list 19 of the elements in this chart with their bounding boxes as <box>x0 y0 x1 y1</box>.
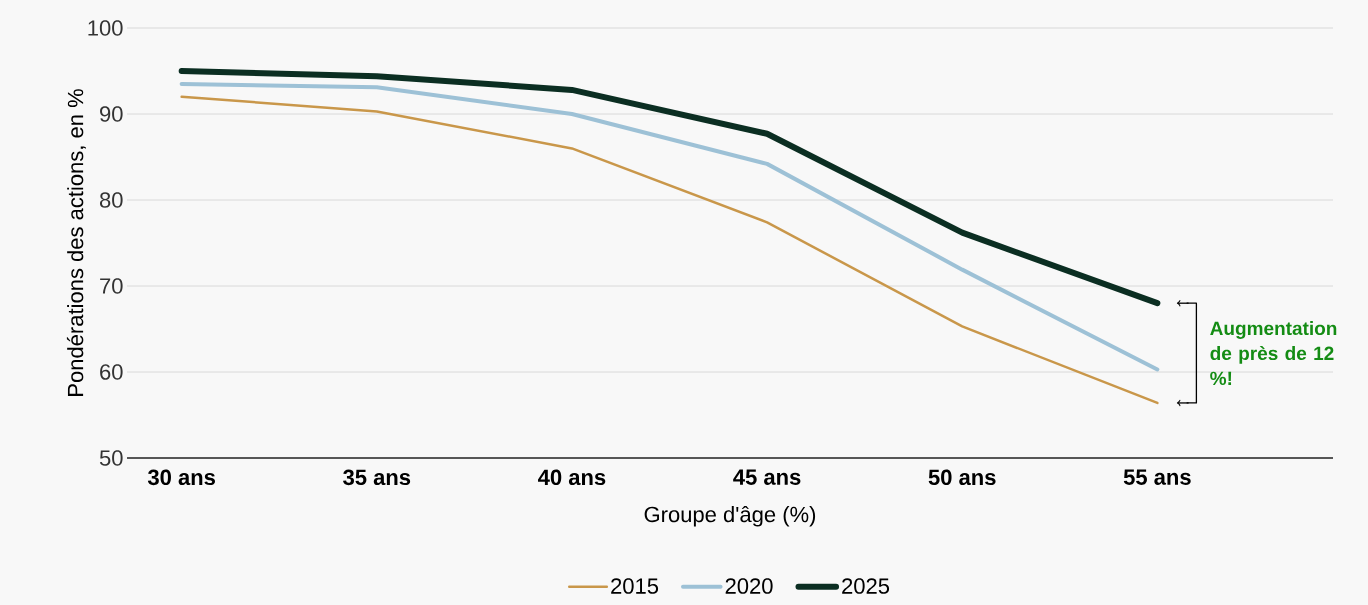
x-tick-label: 40 ans <box>538 469 606 486</box>
x-tick-label: 35 ans <box>343 469 411 486</box>
line-series <box>179 81 1160 372</box>
x-axis-title: Groupe d'âge (%) <box>644 506 816 527</box>
x-tick-label: 45 ans <box>733 469 801 485</box>
y-tick-label: 50 <box>99 450 123 466</box>
y-tick-label: 80 <box>99 192 123 208</box>
x-tick-label: 30 ans <box>147 469 215 486</box>
legend-label: 2020 <box>725 578 773 594</box>
legend-label: 2015 <box>611 578 659 594</box>
y-tick-label: 90 <box>100 106 123 122</box>
y-tick-label: 70 <box>100 278 123 294</box>
y-axis-title: Pondérations des actions, en % <box>66 89 86 396</box>
annotation: Augmentation de près de 12 %! <box>1210 321 1337 386</box>
x-tick-label: 55 ans <box>1123 469 1191 485</box>
x-tick-label: 50 ans <box>928 469 996 486</box>
y-tick-label: 100 <box>88 20 123 36</box>
legend-label: 2025 <box>842 578 890 594</box>
y-tick-label: 60 <box>100 364 123 380</box>
